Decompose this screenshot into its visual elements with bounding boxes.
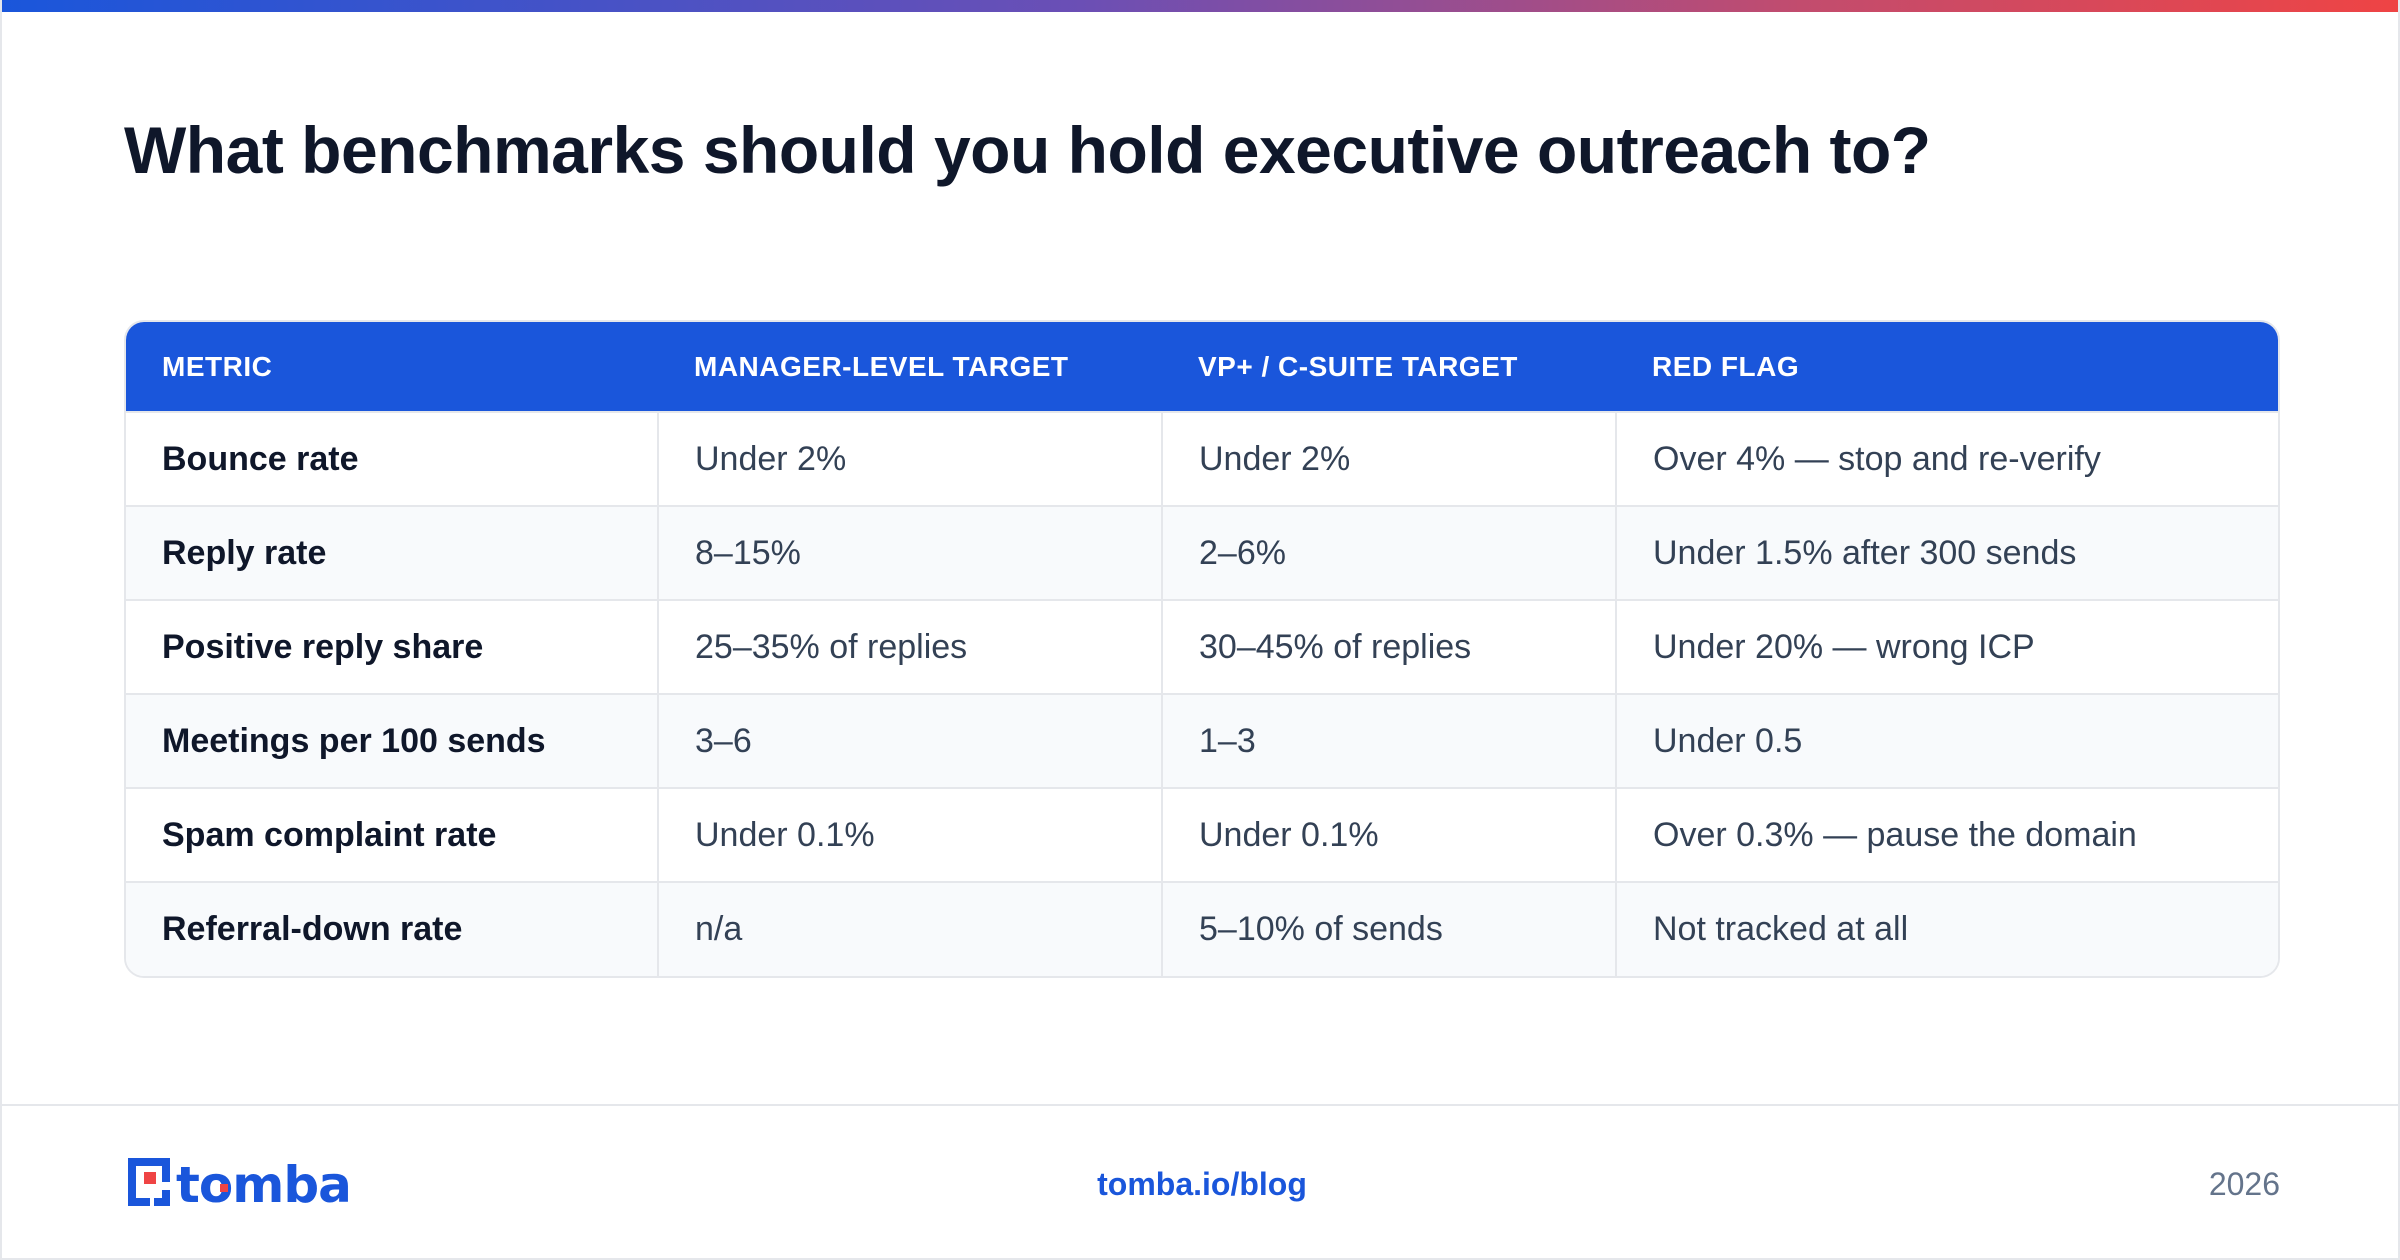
table-header-row: METRIC MANAGER-LEVEL TARGET VP+ / C-SUIT… (126, 322, 2278, 412)
table-row: Spam complaint rate Under 0.1% Under 0.1… (126, 787, 2278, 882)
footer-year: 2026 (2208, 1166, 2280, 1202)
cell-red-flag: Under 0.5 (1615, 693, 2278, 788)
cell-vp-target: Under 2% (1161, 411, 1616, 506)
cell-red-flag: Not tracked at all (1615, 881, 2278, 976)
cell-manager-target: n/a (657, 881, 1162, 976)
footer: tomba tomba.io/blog 2026 (2, 1104, 2398, 1258)
cell-metric: Reply rate (126, 505, 658, 600)
cell-red-flag: Under 1.5% after 300 sends (1615, 505, 2278, 600)
cell-metric: Spam complaint rate (126, 787, 658, 882)
cell-manager-target: Under 0.1% (657, 787, 1162, 882)
header-vp-csuite-target: VP+ / C-SUITE TARGET (1198, 350, 1518, 382)
header-red-flag: RED FLAG (1652, 350, 1800, 382)
cell-vp-target: 5–10% of sends (1161, 881, 1616, 976)
cell-vp-target: Under 0.1% (1161, 787, 1616, 882)
table-row: Referral-down rate n/a 5–10% of sends No… (126, 881, 2278, 976)
table-row: Meetings per 100 sends 3–6 1–3 Under 0.5 (126, 693, 2278, 788)
cell-manager-target: Under 2% (657, 411, 1162, 506)
cell-metric: Meetings per 100 sends (126, 693, 658, 788)
header-metric: METRIC (162, 350, 273, 382)
blog-link[interactable]: tomba.io/blog (1097, 1166, 1307, 1202)
table-row: Reply rate 8–15% 2–6% Under 1.5% after 3… (126, 505, 2278, 600)
cell-vp-target: 1–3 (1161, 693, 1616, 788)
cell-metric: Bounce rate (126, 411, 658, 506)
cell-red-flag: Under 20% — wrong ICP (1615, 599, 2278, 694)
cell-vp-target: 30–45% of replies (1161, 599, 1616, 694)
cell-vp-target: 2–6% (1161, 505, 1616, 600)
table-row: Positive reply share 25–35% of replies 3… (126, 599, 2278, 694)
cell-metric: Positive reply share (126, 599, 658, 694)
page-title: What benchmarks should you hold executiv… (124, 113, 1931, 187)
cell-manager-target: 25–35% of replies (657, 599, 1162, 694)
cell-red-flag: Over 4% — stop and re-verify (1615, 411, 2278, 506)
benchmarks-table-container: METRIC MANAGER-LEVEL TARGET VP+ / C-SUIT… (124, 320, 2280, 978)
benchmarks-table: METRIC MANAGER-LEVEL TARGET VP+ / C-SUIT… (126, 322, 2278, 976)
table-row: Bounce rate Under 2% Under 2% Over 4% — … (126, 411, 2278, 506)
tomba-logo-icon: tomba (128, 1156, 352, 1210)
cell-manager-target: 8–15% (657, 505, 1162, 600)
tomba-logo[interactable]: tomba (124, 1154, 384, 1210)
cell-red-flag: Over 0.3% — pause the domain (1615, 787, 2278, 882)
svg-text:tomba: tomba (176, 1156, 351, 1210)
header-manager-target: MANAGER-LEVEL TARGET (694, 350, 1069, 382)
top-gradient-bar (2, 0, 2398, 12)
cell-manager-target: 3–6 (657, 693, 1162, 788)
cell-metric: Referral-down rate (126, 881, 658, 976)
